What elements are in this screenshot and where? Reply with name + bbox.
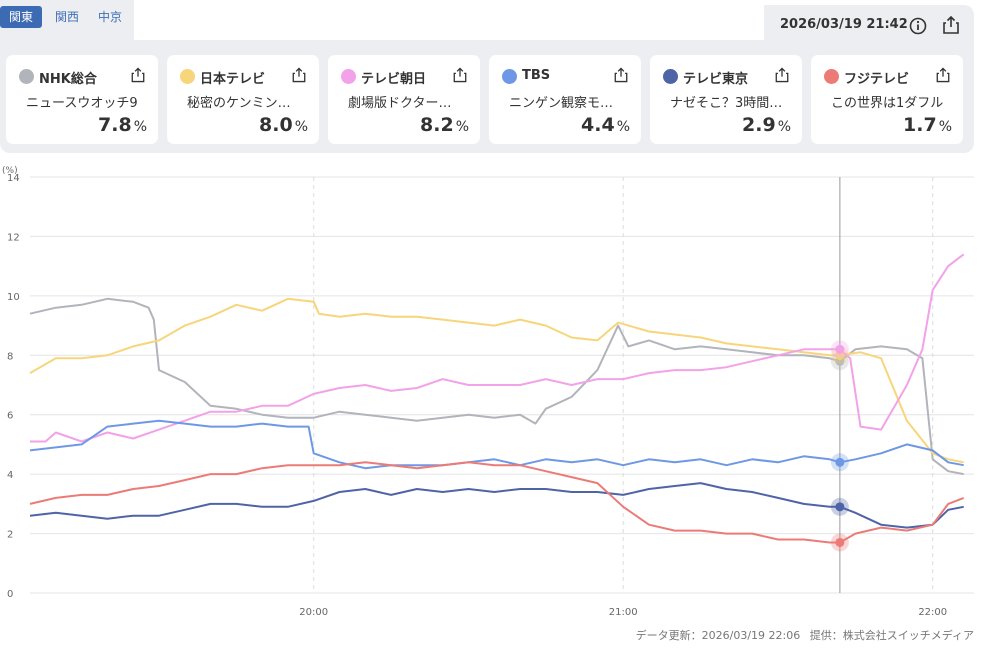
data-updated-text: データ更新：2026/03/19 22:06: [635, 629, 801, 642]
program-title: 劇場版ドクター…: [348, 96, 452, 111]
program-title: ニュースウオッチ9: [26, 96, 138, 111]
series-line: [30, 253, 965, 443]
channel-color-dot: [341, 69, 356, 84]
program-title: 秘密のケンミン…: [187, 96, 291, 111]
x-tick-label: 20:00: [299, 607, 328, 615]
channel-card-tbs[interactable]: TBS ニンゲン観察モ… 4.4%: [489, 55, 641, 144]
current-point-marker: [835, 537, 845, 547]
rating-value: 4.4: [581, 114, 615, 136]
tab-kanto[interactable]: 関東: [0, 6, 42, 28]
rating-value: 8.2: [420, 114, 454, 136]
share-icon[interactable]: [940, 14, 962, 36]
rating-unit: %: [455, 119, 469, 135]
tab-chukyo[interactable]: 中京: [97, 10, 122, 24]
program-title: ニンゲン観察モ…: [509, 96, 614, 111]
program-title: ナゼそこ？3時間…: [670, 96, 783, 111]
tab-kansai[interactable]: 関西: [54, 10, 79, 24]
ratings-line-chart[interactable]: 0 2 4 6 8 10 12 14(%) 20:00 21:00 22:00: [0, 165, 986, 618]
channel-name: フジテレビ: [844, 72, 910, 87]
series-line: [29, 419, 964, 470]
rating-value: 1.7: [903, 114, 937, 136]
channel-card-ntv[interactable]: 日本テレビ 秘密のケンミン… 8.0%: [167, 55, 319, 144]
current-point-marker: [835, 502, 845, 512]
channel-color-dot: [502, 69, 517, 84]
share-icon[interactable]: [290, 66, 308, 84]
y-tick-label: 14: [7, 173, 20, 184]
channel-card-tv-asahi[interactable]: テレビ朝日 劇場版ドクター… 8.2%: [328, 55, 480, 144]
share-icon[interactable]: [773, 66, 791, 84]
provider-text: 提供：株式会社スイッチメディア: [809, 629, 974, 642]
series-line: [29, 482, 964, 529]
x-tick-label: 22:00: [918, 607, 947, 615]
current-point-marker: [835, 457, 845, 467]
ratings-chart[interactable]: 0 2 4 6 8 10 12 14 (%) 20:00 21:00 22:00: [0, 165, 986, 618]
channel-card-fuji[interactable]: フジテレビ この世界は1ダフル 1.7%: [811, 55, 963, 144]
channel-name: テレビ東京: [683, 72, 749, 87]
share-icon[interactable]: [129, 66, 147, 84]
channel-card-tv-tokyo[interactable]: テレビ東京 ナゼそこ？3時間… 2.9%: [650, 55, 802, 144]
rating-value: 8.0: [259, 114, 293, 136]
y-axis-label: (%): [2, 166, 18, 176]
y-tick-label: 0: [7, 589, 13, 600]
rating-unit: %: [294, 119, 308, 135]
channel-color-dot: [824, 69, 839, 84]
channel-card-nhk[interactable]: NHK総合 ニュースウオッチ9 7.8%: [6, 55, 158, 144]
rating-unit: %: [777, 119, 791, 135]
channel-name: TBS: [522, 68, 551, 83]
y-tick-label: 12: [7, 232, 20, 243]
current-point-marker: [835, 344, 845, 354]
rating-value: 7.8: [98, 114, 132, 136]
share-icon[interactable]: [934, 66, 952, 84]
panel-gap: [134, 0, 764, 40]
channel-color-dot: [19, 69, 34, 84]
y-tick-label: 4: [7, 470, 13, 481]
channel-name: NHK総合: [39, 72, 97, 87]
rating-value: 2.9: [742, 114, 776, 136]
share-icon[interactable]: [451, 66, 469, 84]
share-icon[interactable]: [612, 66, 630, 84]
rating-unit: %: [133, 119, 147, 135]
timestamp-box: [764, 5, 974, 45]
channel-color-dot: [180, 69, 195, 84]
x-tick-label: 21:00: [609, 607, 638, 615]
channel-color-dot: [663, 69, 678, 84]
chart-footer: データ更新：2026/03/19 22:06 提供：株式会社スイッチメディア: [636, 627, 974, 643]
channel-name: 日本テレビ: [200, 72, 266, 87]
program-title: この世界は1ダフル: [831, 96, 944, 111]
y-tick-label: 8: [7, 351, 13, 362]
y-tick-label: 10: [7, 292, 20, 303]
rating-unit: %: [616, 119, 630, 135]
y-tick-label: 2: [7, 530, 13, 541]
channel-name: テレビ朝日: [361, 72, 427, 87]
current-timestamp: 2026/03/19 21:42: [780, 17, 908, 32]
rating-unit: %: [938, 119, 952, 135]
info-icon[interactable]: [908, 16, 928, 36]
y-tick-label: 6: [7, 411, 13, 422]
region-tab-bar: 関東 関西 中京: [0, 0, 134, 31]
series-line: [29, 297, 964, 464]
